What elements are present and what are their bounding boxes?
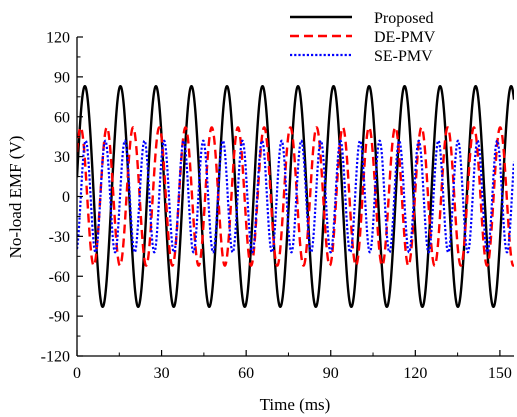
y-tick-label: -30: [49, 229, 70, 246]
y-tick-label: 120: [46, 30, 70, 47]
x-tick-label: 150: [488, 365, 512, 382]
y-tick-label: 60: [54, 109, 70, 126]
series-line-de-pmv: [77, 126, 514, 267]
legend-label: Proposed: [374, 10, 434, 27]
x-tick-label: 30: [154, 365, 170, 382]
series-line-proposed: [77, 84, 514, 309]
ticks-layer: -120 -90 -60 -30 0 30 60 90 120 0 30 60 90 120 150: [41, 30, 512, 383]
y-tick-label: 0: [62, 189, 70, 206]
y-tick-label: -90: [49, 309, 70, 326]
y-tick-label: 90: [54, 69, 70, 86]
series-layer: [77, 84, 514, 309]
x-axis-title: Time (ms): [260, 395, 331, 414]
y-tick-label: 30: [54, 149, 70, 166]
y-tick-label: -60: [49, 269, 70, 286]
x-tick-label: 0: [73, 365, 81, 382]
x-tick-label: 120: [403, 365, 427, 382]
x-tick-label: 90: [323, 365, 339, 382]
legend-label: DE-PMV: [374, 29, 436, 46]
legend: Proposed DE-PMV SE-PMV: [290, 10, 436, 65]
x-tick-label: 60: [238, 365, 254, 382]
series-line-se-pmv: [77, 139, 514, 254]
legend-label: SE-PMV: [374, 48, 433, 65]
y-tick-label: -120: [41, 349, 70, 366]
y-axis-title: No-load EMF (V): [6, 136, 25, 259]
